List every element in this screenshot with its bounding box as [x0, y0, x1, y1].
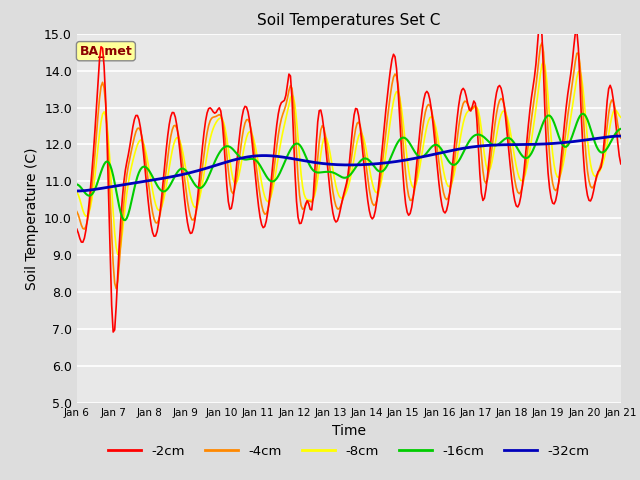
Y-axis label: Soil Temperature (C): Soil Temperature (C) — [24, 147, 38, 289]
Text: BA_met: BA_met — [79, 45, 132, 58]
X-axis label: Time: Time — [332, 424, 366, 438]
Legend: -2cm, -4cm, -8cm, -16cm, -32cm: -2cm, -4cm, -8cm, -16cm, -32cm — [103, 440, 595, 463]
Title: Soil Temperatures Set C: Soil Temperatures Set C — [257, 13, 440, 28]
